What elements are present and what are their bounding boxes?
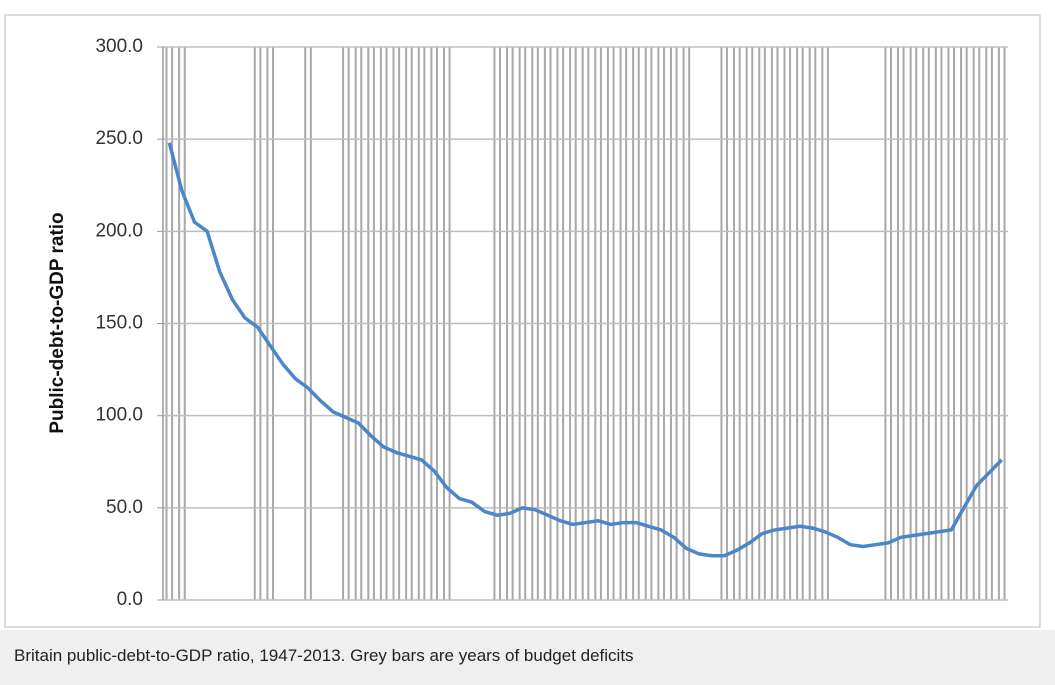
y-tick-label: 150.0 bbox=[95, 313, 143, 334]
y-tick-label: 250.0 bbox=[95, 128, 143, 149]
caption: Britain public-debt-to-GDP ratio, 1947-2… bbox=[0, 630, 1055, 685]
y-tick-label: 50.0 bbox=[106, 497, 143, 518]
chart: Public-debt-to-GDP ratio 0.0 50.0 100.0 150… bbox=[4, 14, 1041, 628]
chart-frame bbox=[4, 14, 1041, 628]
y-tick-label: 100.0 bbox=[95, 405, 143, 426]
y-tick-label: 200.0 bbox=[95, 220, 143, 241]
y-axis-label: Public-debt-to-GDP ratio bbox=[47, 212, 68, 433]
y-tick-label: 300.0 bbox=[95, 36, 143, 57]
series-line bbox=[167, 142, 1003, 558]
y-tick-label: 0.0 bbox=[117, 589, 143, 610]
